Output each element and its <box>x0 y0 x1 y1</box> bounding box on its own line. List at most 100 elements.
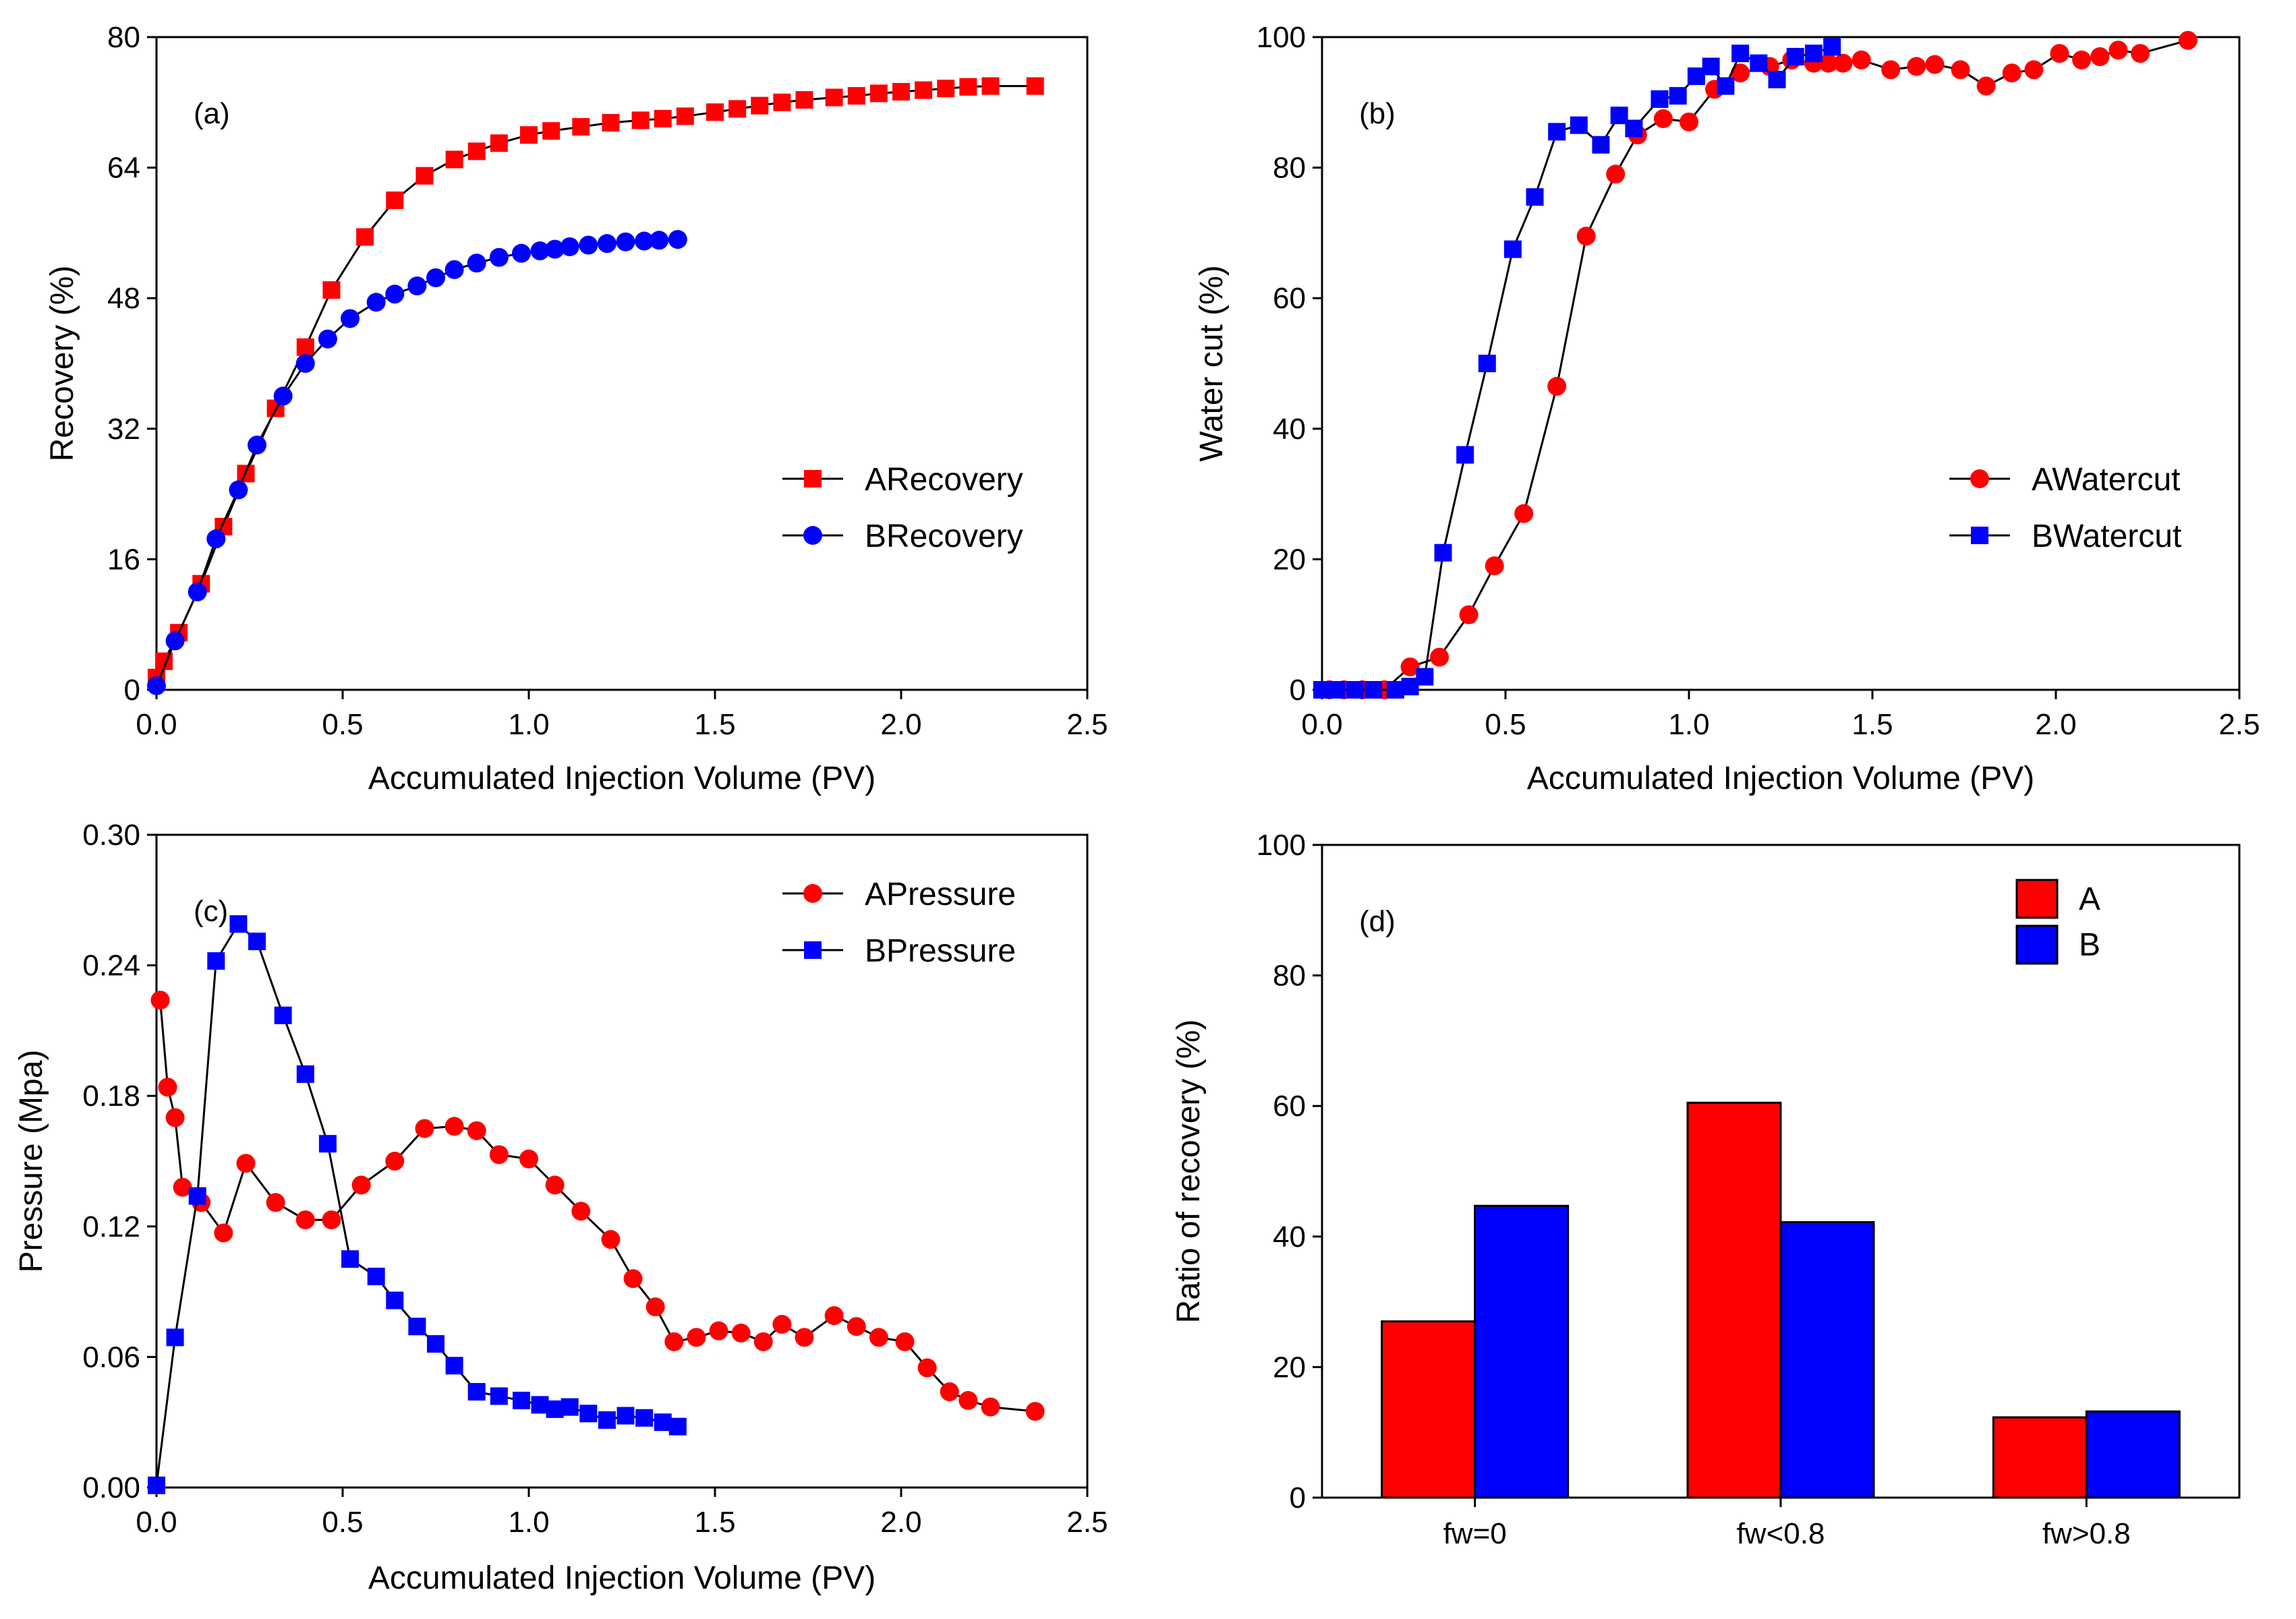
data-point <box>1434 543 1452 562</box>
data-point <box>366 293 386 312</box>
data-point <box>597 234 616 254</box>
panel-label: (c) <box>194 895 228 928</box>
data-point <box>751 96 769 115</box>
data-point <box>1731 45 1750 63</box>
y-tick-label: 0 <box>1290 1481 1306 1514</box>
x-tick-label: 0.5 <box>1485 708 1526 741</box>
y-tick-label: 0.00 <box>82 1471 140 1504</box>
data-point <box>895 1332 915 1351</box>
legend-swatch <box>2015 924 2059 965</box>
category-label: fw<0.8 <box>1737 1517 1825 1550</box>
data-point <box>1478 355 1496 372</box>
data-point <box>165 1108 185 1127</box>
data-point <box>635 1409 654 1427</box>
data-point <box>1547 376 1567 396</box>
data-point <box>1951 60 1970 80</box>
series-BWatercut <box>1313 38 1841 699</box>
data-point <box>869 1328 888 1347</box>
panel-label: (d) <box>1359 905 1396 938</box>
data-point <box>623 1269 643 1289</box>
data-point <box>1606 165 1626 184</box>
legend-label: B <box>2079 927 2100 963</box>
data-point <box>846 1317 866 1336</box>
legend: AB <box>2015 879 2100 965</box>
data-point <box>445 150 463 169</box>
legend-label: A <box>2079 881 2100 917</box>
data-point <box>248 436 267 454</box>
data-point <box>1610 107 1628 125</box>
data-point <box>467 142 486 160</box>
bar-A <box>1686 1101 1782 1499</box>
y-axis-title: Ratio of recovery (%) <box>1171 1020 1207 1324</box>
legend-marker <box>1971 527 1988 544</box>
data-point <box>1717 77 1735 95</box>
data-point <box>654 110 672 127</box>
data-point <box>318 1135 337 1153</box>
data-point <box>1669 87 1687 105</box>
data-point <box>341 1250 360 1268</box>
data-point <box>1576 227 1596 246</box>
x-axis-title: Accumulated Injection Volume (PV) <box>368 1560 876 1596</box>
category-label: fw=0 <box>1443 1517 1507 1550</box>
y-tick-label: 100 <box>1257 829 1306 862</box>
data-point <box>1833 53 1853 73</box>
y-tick-label: 20 <box>1273 543 1306 576</box>
y-tick-label: 0.30 <box>82 819 140 852</box>
data-point <box>367 1268 385 1286</box>
data-point <box>445 1357 463 1375</box>
data-point <box>519 1149 538 1169</box>
data-point <box>601 1230 621 1249</box>
data-point <box>385 1152 405 1171</box>
data-point <box>318 329 337 349</box>
data-point <box>981 1397 1000 1417</box>
x-axis-title: Accumulated Injection Volume (PV) <box>1527 761 2034 796</box>
data-point <box>511 243 531 263</box>
data-point <box>1818 53 1838 73</box>
data-point <box>1025 1402 1045 1421</box>
data-point <box>426 268 445 287</box>
data-point <box>676 107 694 125</box>
plot-frame <box>155 36 1089 691</box>
data-point <box>1459 605 1479 624</box>
data-point <box>940 1382 959 1402</box>
x-tick-label: 0.0 <box>1301 708 1342 741</box>
data-point <box>728 100 747 118</box>
y-tick-label: 60 <box>1273 282 1306 315</box>
data-point <box>571 1202 591 1221</box>
series-AWatercut <box>1319 30 2198 699</box>
data-point <box>1365 681 1383 699</box>
panel-label: (a) <box>194 97 230 130</box>
data-point <box>706 103 724 121</box>
y-tick-label: 40 <box>1273 413 1306 446</box>
data-point <box>668 230 687 249</box>
data-point <box>206 529 226 549</box>
data-point <box>356 228 374 246</box>
data-point <box>1702 57 1720 76</box>
x-tick-label: 1.0 <box>1668 708 1709 741</box>
data-point <box>188 1187 206 1205</box>
data-point <box>2050 44 2069 63</box>
data-point <box>1327 681 1346 699</box>
data-point <box>1346 681 1364 699</box>
panel-label: (b) <box>1359 97 1396 130</box>
y-tick-label: 0 <box>124 674 140 707</box>
legend-marker <box>804 470 822 488</box>
legend-swatch <box>2015 879 2059 919</box>
data-point <box>520 126 538 144</box>
data-point <box>1026 77 1044 95</box>
x-tick-label: 2.5 <box>1066 708 1108 741</box>
data-point <box>229 915 248 933</box>
bar-B <box>1779 1221 1875 1499</box>
y-tick-label: 48 <box>107 282 140 315</box>
data-point <box>579 235 598 255</box>
x-tick-label: 1.0 <box>508 1506 549 1539</box>
y-tick-label: 64 <box>107 152 140 185</box>
data-point <box>731 1323 751 1343</box>
data-point <box>295 1210 315 1230</box>
data-point <box>273 386 293 406</box>
data-point <box>248 933 266 951</box>
data-point <box>1592 136 1610 154</box>
y-tick-label: 0 <box>1290 674 1306 707</box>
data-point <box>654 1413 672 1432</box>
